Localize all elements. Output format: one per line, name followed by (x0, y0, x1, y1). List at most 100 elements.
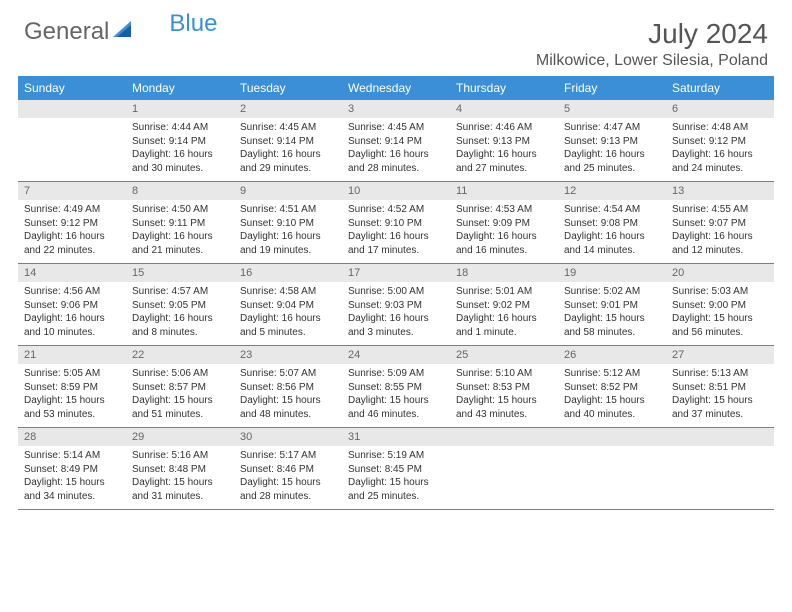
day-header: Friday (558, 76, 666, 100)
cell-body: Sunrise: 4:56 AMSunset: 9:06 PMDaylight:… (18, 282, 126, 345)
day-number: 24 (342, 346, 450, 364)
day-number: 29 (126, 428, 234, 446)
cell-body: Sunrise: 4:49 AMSunset: 9:12 PMDaylight:… (18, 200, 126, 263)
calendar-cell: 1Sunrise: 4:44 AMSunset: 9:14 PMDaylight… (126, 100, 234, 181)
daylight-text: Daylight: 15 hours and 53 minutes. (24, 394, 120, 421)
sunset-text: Sunset: 9:10 PM (348, 217, 444, 231)
calendar-cell: 11Sunrise: 4:53 AMSunset: 9:09 PMDayligh… (450, 182, 558, 263)
calendar-cell: 23Sunrise: 5:07 AMSunset: 8:56 PMDayligh… (234, 346, 342, 427)
calendar-cell: 3Sunrise: 4:45 AMSunset: 9:14 PMDaylight… (342, 100, 450, 181)
calendar-cell: 28Sunrise: 5:14 AMSunset: 8:49 PMDayligh… (18, 428, 126, 509)
sunset-text: Sunset: 8:59 PM (24, 381, 120, 395)
daylight-text: Daylight: 16 hours and 27 minutes. (456, 148, 552, 175)
day-number: 2 (234, 100, 342, 118)
calendar-cell: 15Sunrise: 4:57 AMSunset: 9:05 PMDayligh… (126, 264, 234, 345)
calendar-cell: 18Sunrise: 5:01 AMSunset: 9:02 PMDayligh… (450, 264, 558, 345)
day-number: 5 (558, 100, 666, 118)
daylight-text: Daylight: 16 hours and 5 minutes. (240, 312, 336, 339)
day-number: 21 (18, 346, 126, 364)
calendar-cell: 16Sunrise: 4:58 AMSunset: 9:04 PMDayligh… (234, 264, 342, 345)
sunset-text: Sunset: 9:08 PM (564, 217, 660, 231)
sunrise-text: Sunrise: 5:12 AM (564, 367, 660, 381)
sunset-text: Sunset: 9:10 PM (240, 217, 336, 231)
day-number: 8 (126, 182, 234, 200)
calendar-cell: 17Sunrise: 5:00 AMSunset: 9:03 PMDayligh… (342, 264, 450, 345)
sunset-text: Sunset: 9:03 PM (348, 299, 444, 313)
cell-body: Sunrise: 4:50 AMSunset: 9:11 PMDaylight:… (126, 200, 234, 263)
calendar-cell (18, 100, 126, 181)
sunset-text: Sunset: 8:56 PM (240, 381, 336, 395)
calendar-cell: 9Sunrise: 4:51 AMSunset: 9:10 PMDaylight… (234, 182, 342, 263)
sunset-text: Sunset: 9:12 PM (24, 217, 120, 231)
sunset-text: Sunset: 8:57 PM (132, 381, 228, 395)
day-number: 22 (126, 346, 234, 364)
sunrise-text: Sunrise: 4:55 AM (672, 203, 768, 217)
sunrise-text: Sunrise: 4:57 AM (132, 285, 228, 299)
sunset-text: Sunset: 8:46 PM (240, 463, 336, 477)
cell-body: Sunrise: 4:54 AMSunset: 9:08 PMDaylight:… (558, 200, 666, 263)
brand-logo: General Blue (24, 18, 217, 46)
cell-body: Sunrise: 4:44 AMSunset: 9:14 PMDaylight:… (126, 118, 234, 181)
sunrise-text: Sunrise: 4:45 AM (348, 121, 444, 135)
sunrise-text: Sunrise: 4:44 AM (132, 121, 228, 135)
sunrise-text: Sunrise: 5:10 AM (456, 367, 552, 381)
cell-body: Sunrise: 4:45 AMSunset: 9:14 PMDaylight:… (342, 118, 450, 181)
daylight-text: Daylight: 15 hours and 56 minutes. (672, 312, 768, 339)
cell-body: Sunrise: 5:14 AMSunset: 8:49 PMDaylight:… (18, 446, 126, 509)
calendar-cell: 31Sunrise: 5:19 AMSunset: 8:45 PMDayligh… (342, 428, 450, 509)
sunrise-text: Sunrise: 5:00 AM (348, 285, 444, 299)
cell-body: Sunrise: 5:05 AMSunset: 8:59 PMDaylight:… (18, 364, 126, 427)
week-row: 28Sunrise: 5:14 AMSunset: 8:49 PMDayligh… (18, 428, 774, 510)
cell-body: Sunrise: 5:16 AMSunset: 8:48 PMDaylight:… (126, 446, 234, 509)
cell-body: Sunrise: 4:47 AMSunset: 9:13 PMDaylight:… (558, 118, 666, 181)
sunset-text: Sunset: 9:06 PM (24, 299, 120, 313)
day-header: Wednesday (342, 76, 450, 100)
week-row: 1Sunrise: 4:44 AMSunset: 9:14 PMDaylight… (18, 100, 774, 182)
daylight-text: Daylight: 16 hours and 21 minutes. (132, 230, 228, 257)
day-header: Tuesday (234, 76, 342, 100)
daylight-text: Daylight: 15 hours and 25 minutes. (348, 476, 444, 503)
sunset-text: Sunset: 9:05 PM (132, 299, 228, 313)
daylight-text: Daylight: 16 hours and 19 minutes. (240, 230, 336, 257)
daylight-text: Daylight: 16 hours and 24 minutes. (672, 148, 768, 175)
week-row: 21Sunrise: 5:05 AMSunset: 8:59 PMDayligh… (18, 346, 774, 428)
calendar-cell: 20Sunrise: 5:03 AMSunset: 9:00 PMDayligh… (666, 264, 774, 345)
day-number: 1 (126, 100, 234, 118)
calendar-cell: 29Sunrise: 5:16 AMSunset: 8:48 PMDayligh… (126, 428, 234, 509)
cell-body: Sunrise: 5:00 AMSunset: 9:03 PMDaylight:… (342, 282, 450, 345)
sunrise-text: Sunrise: 5:07 AM (240, 367, 336, 381)
cell-body: Sunrise: 5:10 AMSunset: 8:53 PMDaylight:… (450, 364, 558, 427)
day-number: 6 (666, 100, 774, 118)
day-headers-row: SundayMondayTuesdayWednesdayThursdayFrid… (18, 76, 774, 100)
daylight-text: Daylight: 16 hours and 16 minutes. (456, 230, 552, 257)
day-number: 15 (126, 264, 234, 282)
sunset-text: Sunset: 8:51 PM (672, 381, 768, 395)
cell-body: Sunrise: 5:13 AMSunset: 8:51 PMDaylight:… (666, 364, 774, 427)
calendar-cell: 5Sunrise: 4:47 AMSunset: 9:13 PMDaylight… (558, 100, 666, 181)
sunset-text: Sunset: 8:45 PM (348, 463, 444, 477)
sunset-text: Sunset: 8:55 PM (348, 381, 444, 395)
day-number: 17 (342, 264, 450, 282)
location-text: Milkowice, Lower Silesia, Poland (536, 52, 768, 70)
daylight-text: Daylight: 15 hours and 28 minutes. (240, 476, 336, 503)
day-number: 9 (234, 182, 342, 200)
cell-body: Sunrise: 5:03 AMSunset: 9:00 PMDaylight:… (666, 282, 774, 345)
sunset-text: Sunset: 9:04 PM (240, 299, 336, 313)
calendar-cell: 26Sunrise: 5:12 AMSunset: 8:52 PMDayligh… (558, 346, 666, 427)
calendar-cell: 2Sunrise: 4:45 AMSunset: 9:14 PMDaylight… (234, 100, 342, 181)
day-header: Saturday (666, 76, 774, 100)
sunrise-text: Sunrise: 5:19 AM (348, 449, 444, 463)
cell-body: Sunrise: 4:48 AMSunset: 9:12 PMDaylight:… (666, 118, 774, 181)
daylight-text: Daylight: 16 hours and 28 minutes. (348, 148, 444, 175)
calendar-cell: 6Sunrise: 4:48 AMSunset: 9:12 PMDaylight… (666, 100, 774, 181)
daylight-text: Daylight: 16 hours and 29 minutes. (240, 148, 336, 175)
sunrise-text: Sunrise: 4:45 AM (240, 121, 336, 135)
sunrise-text: Sunrise: 5:02 AM (564, 285, 660, 299)
cell-body: Sunrise: 4:57 AMSunset: 9:05 PMDaylight:… (126, 282, 234, 345)
day-number (450, 428, 558, 446)
day-number: 28 (18, 428, 126, 446)
cell-body: Sunrise: 5:17 AMSunset: 8:46 PMDaylight:… (234, 446, 342, 509)
sunset-text: Sunset: 9:14 PM (348, 135, 444, 149)
calendar-cell: 8Sunrise: 4:50 AMSunset: 9:11 PMDaylight… (126, 182, 234, 263)
cell-body: Sunrise: 5:01 AMSunset: 9:02 PMDaylight:… (450, 282, 558, 345)
